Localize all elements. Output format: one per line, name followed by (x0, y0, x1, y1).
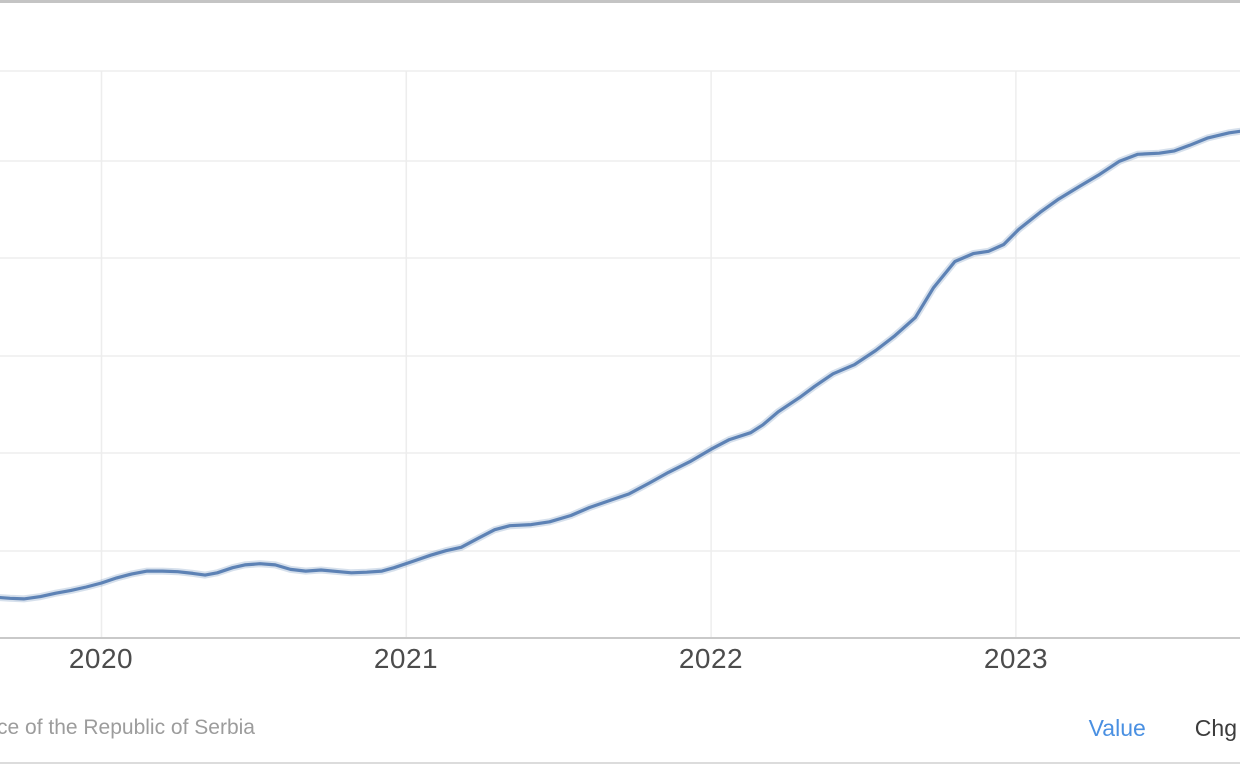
value-chg-toggle-group: Value Chg (1089, 715, 1240, 742)
top-divider (0, 0, 1240, 3)
chart-footer: ce of the Republic of Serbia Value Chg (0, 710, 1240, 746)
bottom-divider (0, 762, 1240, 764)
x-tick-2023: 2023 (983, 643, 1049, 674)
x-tick-2021: 2021 (373, 643, 439, 674)
value-toggle-button[interactable]: Value (1088, 714, 1146, 741)
chart-line-series (0, 127, 1240, 603)
x-tick-2022: 2022 (678, 643, 744, 674)
source-attribution-text: ce of the Republic of Serbia (0, 716, 255, 739)
series-line (0, 129, 1240, 601)
chart-gridlines (0, 70, 1240, 639)
x-tick-2020: 2020 (68, 643, 134, 674)
chg-toggle-button[interactable]: Chg (1194, 714, 1237, 741)
